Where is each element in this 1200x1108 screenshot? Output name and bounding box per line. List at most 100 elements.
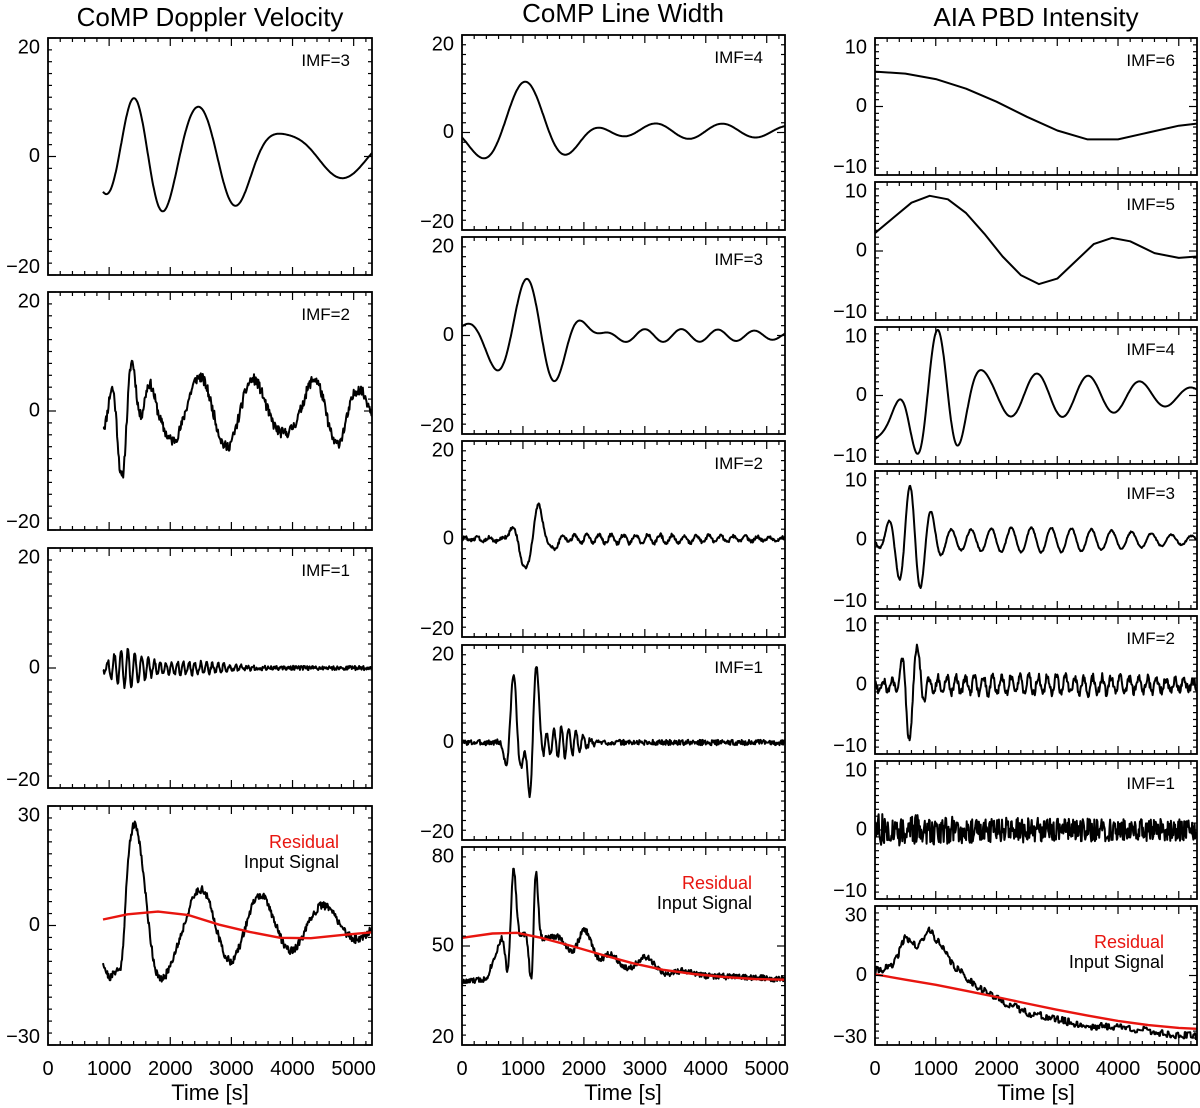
y-tick-label: −20 (6, 511, 40, 533)
series-input-signal (875, 926, 1197, 1041)
y-tick-label: −20 (420, 211, 454, 233)
panel-imf-2: −20 0 20 IMF=2 (420, 440, 786, 640)
y-tick-label: 0 (443, 324, 454, 346)
y-tick-label: −30 (6, 1026, 40, 1048)
panel-imf-1: −20 0 20 IMF=1 (420, 644, 786, 843)
x-tick-label: 4000 (1096, 1058, 1141, 1080)
y-tick-label: −10 (833, 735, 867, 757)
imf-label: IMF=4 (714, 48, 763, 67)
imf-label: IMF=6 (1126, 51, 1175, 70)
y-tick-label: 30 (845, 905, 867, 927)
y-tick-label: −10 (833, 445, 867, 467)
y-tick-label: 0 (856, 818, 867, 840)
imf-label: IMF=3 (1126, 484, 1175, 503)
panel-imf-2: −10 0 10 IMF=2 (833, 615, 1198, 757)
series-imf-4 (462, 80, 785, 160)
y-tick-label: 10 (845, 37, 867, 59)
panel-imf-2: −20 0 20 IMF=2 (6, 291, 373, 533)
x-tick-label: 0 (42, 1058, 53, 1080)
series-imf-6 (875, 70, 1197, 141)
panel-frame (47, 291, 373, 531)
x-axis-label: Time [s] (171, 1080, 248, 1105)
y-tick-label: −20 (420, 821, 454, 843)
x-tick-label: 0 (869, 1058, 880, 1080)
panel-imf-6: −10 0 10 IMF=6 (833, 37, 1198, 178)
series-input-signal (462, 867, 785, 985)
y-tick-label: 0 (29, 656, 40, 678)
chart-title: AIA PBD Intensity (933, 2, 1138, 32)
chart-title: CoMP Doppler Velocity (77, 2, 344, 32)
y-tick-label: 20 (432, 440, 454, 462)
imf-label: IMF=3 (714, 250, 763, 269)
y-tick-label: −20 (420, 618, 454, 640)
series-imf-3 (102, 97, 372, 213)
column-comp-line-width: CoMP Line Width −20 0 20 IMF=4 −20 0 20 IMF=3 −20… (420, 0, 789, 1105)
y-tick-label: −20 (6, 256, 40, 278)
x-tick-label: 2000 (974, 1058, 1019, 1080)
y-tick-label: 0 (443, 121, 454, 143)
y-tick-label: 0 (443, 731, 454, 753)
y-tick-label: 0 (29, 399, 40, 421)
y-tick-label: 0 (856, 95, 867, 117)
series-residual (875, 973, 1197, 1030)
y-tick-label: 0 (29, 145, 40, 167)
legend-input-signal: Input Signal (657, 893, 752, 913)
series-input-signal (102, 820, 372, 983)
y-tick-label: −10 (833, 880, 867, 902)
imf-label: IMF=1 (1126, 774, 1175, 793)
x-tick-label: 4000 (684, 1058, 729, 1080)
y-tick-label: 10 (845, 181, 867, 203)
y-tick-label: 30 (18, 805, 40, 827)
panel-imf-3: −20 0 20 IMF=3 (6, 37, 373, 278)
imf-label: IMF=3 (301, 51, 350, 70)
y-tick-label: 20 (432, 644, 454, 666)
panel-imf-1: −20 0 20 IMF=1 (6, 547, 373, 791)
y-tick-label: 0 (856, 384, 867, 406)
legend-input-signal: Input Signal (1069, 952, 1164, 972)
series-residual (102, 910, 372, 940)
series-imf-3 (875, 484, 1197, 589)
series-imf-1 (462, 666, 785, 799)
y-tick-label: 10 (845, 615, 867, 637)
x-tick-label: 4000 (270, 1058, 315, 1080)
series-imf-4 (875, 328, 1197, 455)
y-tick-label: 20 (432, 34, 454, 56)
x-tick-label: 5000 (331, 1058, 376, 1080)
panel-imf-3: −10 0 10 IMF=3 (833, 470, 1198, 612)
imf-label: IMF=5 (1126, 195, 1175, 214)
series-imf-5 (875, 194, 1197, 286)
chart-title: CoMP Line Width (522, 0, 724, 28)
y-tick-label: 20 (18, 291, 40, 313)
column-aia-pbd-intensity: AIA PBD Intensity −10 0 10 IMF=6 −10 0 10 IMF=5 −… (833, 2, 1200, 1105)
imf-label: IMF=4 (1126, 340, 1175, 359)
x-tick-label: 3000 (623, 1058, 668, 1080)
x-tick-label: 1000 (87, 1058, 132, 1080)
y-tick-label: 10 (845, 470, 867, 492)
x-axis-label: Time [s] (997, 1080, 1074, 1105)
y-tick-label: 0 (29, 914, 40, 936)
x-tick-label: 2000 (148, 1058, 193, 1080)
y-tick-label: −20 (420, 415, 454, 437)
y-tick-label: −10 (833, 590, 867, 612)
y-tick-label: −10 (833, 156, 867, 178)
series-imf-2 (102, 359, 372, 479)
x-tick-label: 2000 (562, 1058, 607, 1080)
y-tick-label: 0 (856, 239, 867, 261)
column-comp-doppler-velocity: CoMP Doppler Velocity −20 0 20 IMF=3 −20 0 20 IM… (6, 2, 376, 1105)
legend-residual: Residual (1094, 932, 1164, 952)
series-residual (462, 931, 785, 981)
legend-input-signal: Input Signal (244, 852, 339, 872)
legend-residual: Residual (269, 832, 339, 852)
series-imf-2 (875, 643, 1197, 742)
y-tick-label: 20 (432, 236, 454, 258)
y-tick-label: −30 (833, 1026, 867, 1048)
y-tick-label: 50 (432, 934, 454, 956)
imf-label: IMF=1 (301, 561, 350, 580)
y-tick-label: 10 (845, 760, 867, 782)
x-tick-label: 5000 (744, 1058, 789, 1080)
y-tick-label: −20 (6, 769, 40, 791)
